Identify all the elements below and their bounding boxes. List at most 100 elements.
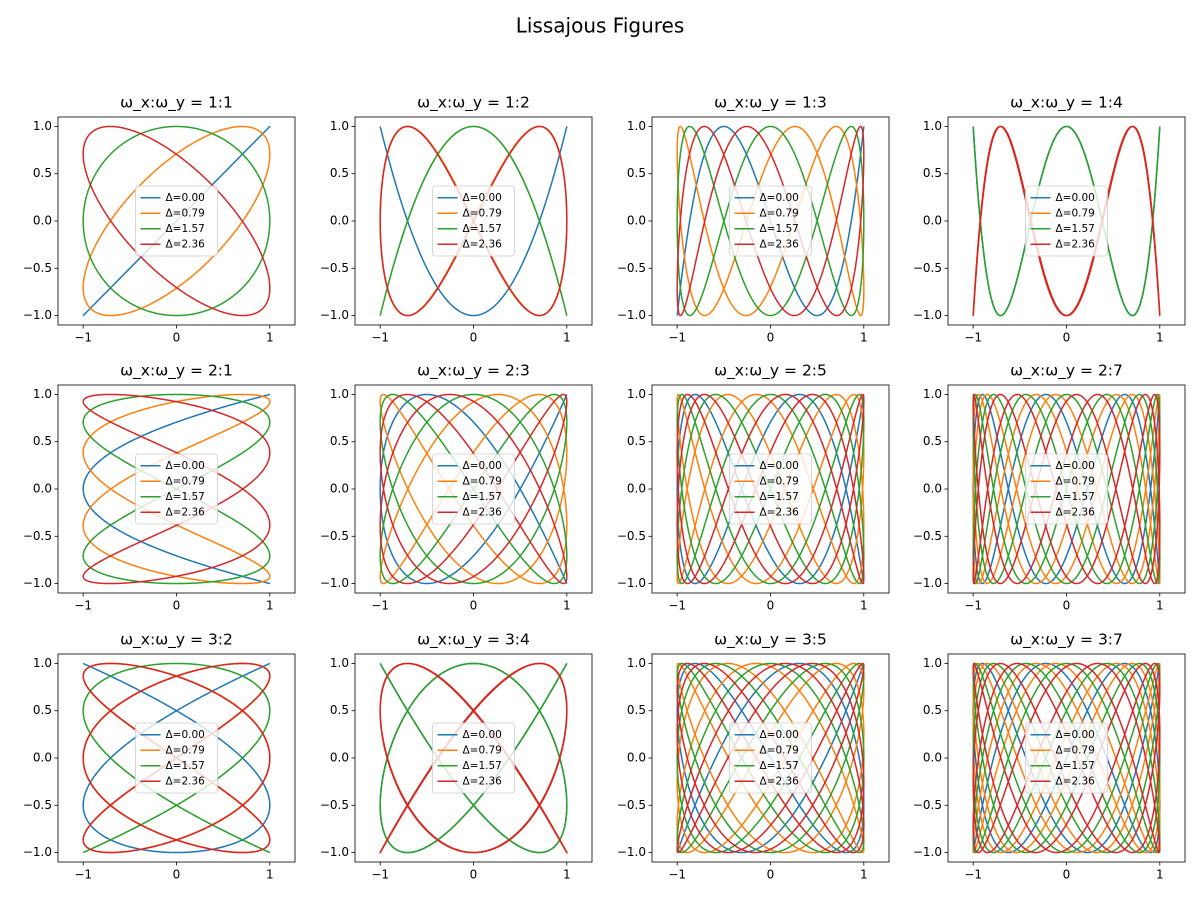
x-tick-label: 0 — [470, 868, 478, 882]
y-tick-label: −0.5 — [23, 798, 52, 812]
y-tick-label: −0.5 — [23, 529, 52, 543]
legend-label: Δ=0.00 — [166, 460, 205, 472]
y-tick-label: 0.0 — [923, 751, 942, 765]
legend-box — [729, 453, 812, 525]
y-tick-label: 1.0 — [33, 119, 52, 133]
legend-label: Δ=0.79 — [166, 207, 205, 219]
curve — [676, 662, 865, 854]
x-tick-label: −1 — [371, 868, 389, 882]
subplot-title: ω_x:ω_y = 3:5 — [714, 631, 827, 650]
x-tick-label: 1 — [860, 868, 868, 882]
y-tick-label: 0.5 — [33, 703, 52, 717]
legend-label: Δ=0.00 — [760, 460, 799, 472]
y-tick-label: −1.0 — [23, 576, 52, 590]
y-tick-label: −1.0 — [617, 845, 646, 859]
x-tick-label: 0 — [767, 331, 775, 345]
y-tick-label: 1.0 — [33, 387, 52, 401]
legend-box — [1025, 453, 1108, 525]
legend-label: Δ=0.00 — [1056, 460, 1095, 472]
subplot: −1 0 1 −1.0 −0.5 0.0 0.5 1.0 ω_x:ω_y = 2:7 Δ=0.00… — [913, 362, 1186, 613]
subplot: −1 0 1 −1.0 −0.5 0.0 0.5 1.0 ω_x:ω_y = 1:4 Δ=0.00… — [913, 94, 1186, 345]
curve — [379, 125, 568, 317]
subplot: −1 0 1 −1.0 −0.5 0.0 0.5 1.0 ω_x:ω_y = 2:3 Δ=0.00… — [320, 362, 593, 613]
curve — [972, 393, 1161, 585]
curve — [82, 125, 271, 317]
x-tick-label: 1 — [860, 599, 868, 613]
curve — [379, 662, 568, 854]
x-tick-label: 1 — [266, 599, 274, 613]
curve — [972, 125, 1161, 317]
curve — [82, 125, 271, 317]
y-tick-label: 0.5 — [627, 166, 646, 180]
curve — [379, 125, 568, 317]
curve — [82, 393, 271, 585]
subplot-title: ω_x:ω_y = 1:3 — [714, 94, 827, 113]
y-tick-label: 0.0 — [627, 214, 646, 228]
legend-label: Δ=1.57 — [166, 223, 205, 235]
legend-label: Δ=1.57 — [1056, 491, 1095, 503]
curve — [379, 393, 568, 585]
y-tick-label: 1.0 — [330, 387, 349, 401]
subplot: −1 0 1 −1.0 −0.5 0.0 0.5 1.0 ω_x:ω_y = 2:5 Δ=0.00… — [617, 362, 890, 613]
subplot-title: ω_x:ω_y = 3:4 — [417, 631, 530, 650]
y-tick-label: 1.0 — [923, 656, 942, 670]
x-tick-label: 0 — [470, 331, 478, 345]
y-tick-label: 0.5 — [627, 703, 646, 717]
curve — [82, 393, 271, 585]
x-tick-label: −1 — [964, 331, 982, 345]
legend-label: Δ=2.36 — [166, 238, 206, 250]
y-tick-label: −1.0 — [320, 845, 349, 859]
curve — [82, 662, 271, 854]
y-tick-label: −0.5 — [320, 261, 349, 275]
legend-box — [135, 453, 218, 525]
curve — [972, 393, 1161, 585]
subplot: −1 0 1 −1.0 −0.5 0.0 0.5 1.0 ω_x:ω_y = 3:5 Δ=0.00… — [617, 631, 890, 882]
x-tick-label: 0 — [767, 868, 775, 882]
legend-label: Δ=1.57 — [760, 223, 799, 235]
legend-label: Δ=0.00 — [1056, 192, 1095, 204]
legend-label: Δ=2.36 — [166, 775, 206, 787]
y-tick-label: 1.0 — [627, 119, 646, 133]
y-tick-label: −1.0 — [617, 308, 646, 322]
curves — [379, 393, 568, 585]
y-tick-label: −0.5 — [320, 798, 349, 812]
curve — [972, 662, 1161, 854]
x-tick-label: 0 — [470, 599, 478, 613]
legend-label: Δ=2.36 — [760, 506, 800, 518]
legend-box — [432, 722, 515, 794]
curve — [676, 125, 865, 317]
curve — [676, 662, 865, 854]
curve — [379, 125, 568, 317]
y-tick-label: 1.0 — [627, 656, 646, 670]
legend: Δ=0.00 Δ=0.79 Δ=1.57 Δ=2.36 — [1025, 185, 1108, 257]
x-tick-label: 1 — [1156, 868, 1164, 882]
curve — [82, 125, 271, 317]
legend: Δ=0.00 Δ=0.79 Δ=1.57 Δ=2.36 — [729, 453, 812, 525]
legend-label: Δ=1.57 — [760, 491, 799, 503]
y-tick-label: 1.0 — [627, 387, 646, 401]
legend-label: Δ=0.79 — [166, 744, 205, 756]
legend-label: Δ=1.57 — [1056, 223, 1095, 235]
legend-label: Δ=0.00 — [166, 192, 205, 204]
legend-label: Δ=0.79 — [463, 475, 502, 487]
y-tick-label: 0.0 — [923, 214, 942, 228]
legend: Δ=0.00 Δ=0.79 Δ=1.57 Δ=2.36 — [432, 722, 515, 794]
curves — [972, 125, 1161, 317]
legend-label: Δ=1.57 — [1056, 760, 1095, 772]
legend: Δ=0.00 Δ=0.79 Δ=1.57 Δ=2.36 — [729, 185, 812, 257]
y-tick-label: −0.5 — [913, 261, 942, 275]
legend-label: Δ=0.00 — [760, 729, 799, 741]
curve — [972, 662, 1161, 854]
curve — [676, 125, 865, 317]
legend-label: Δ=1.57 — [463, 760, 502, 772]
x-tick-label: 0 — [173, 331, 181, 345]
subplot: −1 0 1 −1.0 −0.5 0.0 0.5 1.0 ω_x:ω_y = 1:3 Δ=0.00… — [617, 94, 890, 345]
legend-label: Δ=0.00 — [760, 192, 799, 204]
legend-label: Δ=0.79 — [1056, 744, 1095, 756]
subplot-title: ω_x:ω_y = 1:4 — [1010, 94, 1123, 113]
y-tick-label: −0.5 — [913, 798, 942, 812]
legend-label: Δ=2.36 — [463, 506, 503, 518]
legend-box — [135, 722, 218, 794]
legend-label: Δ=1.57 — [166, 491, 205, 503]
